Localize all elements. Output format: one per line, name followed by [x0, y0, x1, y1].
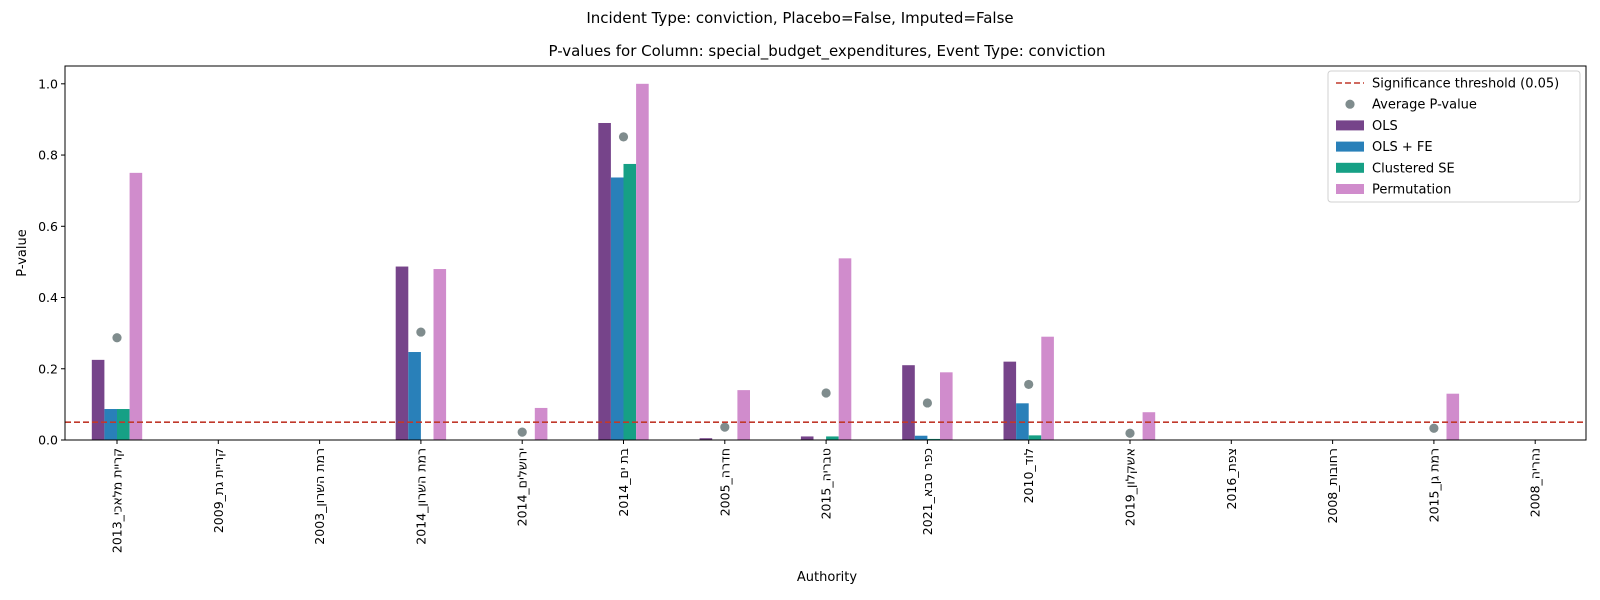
bar-permutation-3	[433, 269, 447, 440]
chart-title: P-values for Column: special_budget_expe…	[548, 42, 1105, 61]
x-tick-label-12: רחובות_2008	[1325, 448, 1340, 524]
average-point-3	[416, 327, 426, 337]
x-tick-label-10: אשקלון_2019	[1123, 448, 1138, 526]
bar-permutation-8	[940, 372, 953, 440]
y-axis: 0.0 0.2 0.4 0.6 0.8 1.0	[38, 76, 65, 448]
bar-ols-8	[902, 365, 915, 440]
bar-clustered-se-8	[927, 438, 940, 440]
bar-permutation-13	[1446, 393, 1460, 440]
average-point-4	[517, 427, 527, 437]
average-point-8	[922, 398, 933, 408]
average-point-6	[720, 422, 730, 432]
bar-ols-fe-3	[408, 352, 421, 440]
bar-ols-0	[91, 359, 105, 440]
average-point-0	[112, 333, 122, 343]
bar-clustered-se-9	[1028, 435, 1042, 440]
legend-swatch-clustered-se	[1336, 162, 1364, 173]
bar-permutation-9	[1041, 336, 1054, 440]
bar-clustered-se-5	[623, 163, 637, 440]
legend-swatch-ols-fe	[1336, 141, 1364, 152]
legend: Significance threshold (0.05) Average P-v…	[1327, 70, 1581, 203]
legend-swatch-ols	[1336, 120, 1364, 131]
average-point-13	[1429, 423, 1439, 433]
legend-label-ols: OLS	[1372, 119, 1398, 134]
legend-label-clustered-se: Clustered SE	[1372, 161, 1455, 176]
x-tick-label-2: רמת השרון_2003	[312, 448, 327, 545]
legend-box	[1327, 70, 1581, 203]
x-tick-label-5: בת ים_2014	[616, 448, 631, 517]
bar-ols-fe-8	[914, 435, 928, 440]
x-tick-label-9: לוד_2010	[1021, 448, 1036, 503]
legend-label-ols-fe: OLS + FE	[1372, 140, 1433, 155]
bars-layer	[91, 83, 1460, 441]
legend-average-swatch	[1345, 99, 1355, 109]
bar-ols-9	[1003, 361, 1017, 440]
bar-permutation-10	[1142, 412, 1156, 440]
y-tick-label-3: 0.6	[38, 219, 58, 234]
bar-ols-6	[699, 438, 713, 440]
bar-permutation-6	[737, 390, 750, 440]
plot-frame	[64, 65, 1587, 441]
x-tick-label-14: נהריה_2008	[1528, 448, 1543, 517]
y-tick-label-2: 0.4	[38, 290, 58, 305]
x-axis: קריית מלאכי_2013 קריית גת_2009 רמת השרון_2…	[110, 440, 1543, 553]
y-tick-label-0: 0.0	[38, 433, 58, 448]
suptitle: Incident Type: conviction, Placebo=False…	[586, 9, 1013, 27]
bar-permutation-4	[534, 407, 548, 440]
y-tick-label-1: 0.2	[38, 361, 58, 376]
bar-clustered-se-7	[826, 436, 839, 440]
x-tick-label-13: רמת גן_2015	[1426, 448, 1441, 522]
bar-permutation-5	[636, 83, 649, 440]
x-tick-label-1: קריית גת_2009	[211, 448, 226, 533]
average-point-10	[1125, 428, 1135, 438]
y-tick-label-4: 0.8	[38, 148, 58, 163]
x-tick-label-4: ירושלים_2014	[515, 448, 530, 526]
bar-ols-fe-5	[610, 177, 624, 441]
x-tick-label-0: קריית מלאכי_2013	[110, 448, 125, 553]
bar-permutation-7	[838, 258, 852, 440]
y-tick-label-5: 1.0	[38, 76, 58, 91]
x-tick-label-8: כפר סבא_2021	[920, 448, 935, 535]
bar-clustered-se-0	[117, 409, 130, 440]
bar-permutation-0	[129, 172, 143, 441]
x-tick-label-11: צפת_2016	[1224, 448, 1239, 510]
legend-threshold-label: Significance threshold (0.05)	[1372, 77, 1559, 92]
x-tick-label-3: רמת השרון_2014	[413, 448, 428, 545]
y-axis-label: P-value	[15, 229, 30, 276]
x-tick-label-7: טבריה_2015	[819, 448, 834, 519]
bar-ols-5	[598, 122, 611, 441]
bar-ols-3	[395, 266, 409, 440]
average-point-5	[618, 132, 629, 142]
legend-swatch-permutation	[1336, 184, 1364, 194]
bar-ols-7	[800, 436, 814, 440]
average-points-layer	[112, 132, 1439, 438]
x-axis-label: Authority	[797, 570, 857, 585]
average-point-9	[1024, 379, 1034, 390]
average-point-7	[821, 388, 831, 398]
legend-label-permutation: Permutation	[1372, 183, 1451, 198]
x-tick-label-6: חדרה_2005	[717, 448, 732, 516]
bar-ols-fe-0	[104, 409, 117, 440]
legend-average-label: Average P-value	[1372, 98, 1477, 113]
